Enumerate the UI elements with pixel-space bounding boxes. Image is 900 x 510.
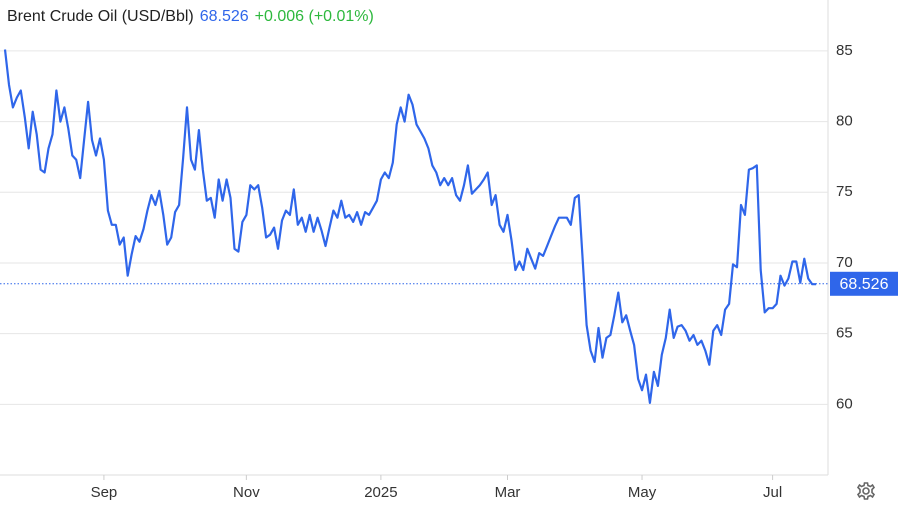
last-price-label: 68.526	[840, 276, 889, 293]
y-tick-label: 70	[836, 254, 853, 271]
last-price: 68.526	[199, 8, 249, 25]
y-tick-label: 80	[836, 113, 853, 130]
y-tick-label: 85	[836, 42, 853, 59]
price-change: +0.006 (+0.01%)	[254, 8, 374, 25]
x-tick-label: Sep	[91, 484, 118, 501]
x-tick-label: Mar	[495, 484, 521, 501]
header: Brent Crude Oil (USD/Bbl) 68.526 +0.006 (+…	[7, 8, 380, 26]
last-price-box	[830, 271, 898, 296]
x-tick-label: May	[628, 484, 657, 501]
x-tick-label: 2025	[364, 484, 397, 501]
chart-title: Brent Crude Oil (USD/Bbl)	[7, 8, 194, 25]
price-line	[3, 49, 817, 404]
y-tick-label: 60	[836, 395, 853, 412]
settings-icon[interactable]	[856, 482, 876, 500]
x-tick-label: Nov	[233, 484, 260, 501]
y-tick-label: 75	[836, 183, 853, 200]
x-tick-label: Jul	[763, 484, 782, 501]
y-tick-label: 65	[836, 325, 853, 342]
